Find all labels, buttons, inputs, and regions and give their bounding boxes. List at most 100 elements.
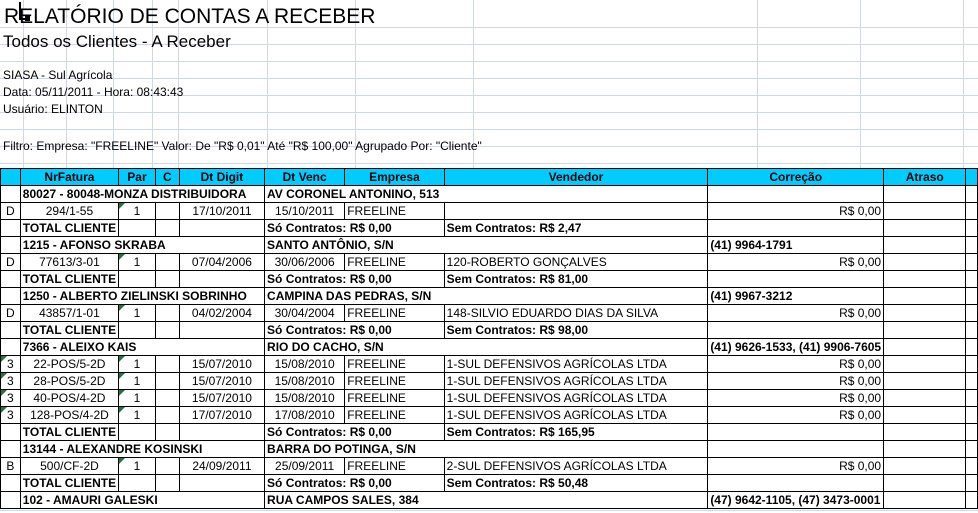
row-spacer-left — [0, 338, 21, 356]
column-header-dtven[interactable]: Dt Venc — [264, 168, 346, 186]
salesperson-cell: 2-SUL DEFENSIVOS AGRÍCOLAS LTDA — [443, 457, 709, 475]
comment-flag-icon — [119, 390, 126, 396]
correction: R$ 0,00 — [839, 373, 882, 388]
client-phone: (41) 9967-3212 — [710, 288, 793, 303]
active-cell-cursor[interactable] — [19, 2, 30, 21]
column-header-c[interactable]: C — [154, 168, 180, 186]
due-date: 25/09/2011 — [275, 458, 335, 473]
total-delay-cell — [883, 219, 967, 237]
row-spacer-right — [965, 372, 978, 390]
client-address-cell: BARRA DO POTINGA, S/N — [264, 440, 709, 458]
report-filter: Filtro: Empresa: "FREELINE" Valor: De "R… — [3, 139, 482, 153]
client-group-row: 7366 - ALEIXO KAIS RIO DO CACHO, S/N (41) … — [0, 338, 978, 356]
total-dtdigit-cell — [178, 321, 266, 339]
salesperson: 148-SILVIO EDUARDO DIAS DA SILVA — [446, 305, 659, 320]
table-row[interactable]: D 294/1-55 1 17/10/2011 15/10/2011 FREELINE R$… — [0, 202, 978, 220]
installment: 1 — [133, 356, 141, 371]
column-header-emp[interactable]: Empresa — [344, 168, 445, 186]
delay-cell — [883, 202, 967, 220]
salesperson: 1-SUL DEFENSIVOS AGRÍCOLAS LTDA — [446, 407, 667, 422]
client-address-cell: CAMPINA DAS PEDRAS, S/N — [264, 287, 709, 305]
total-c-cell — [154, 423, 180, 441]
row-flag: 3 — [7, 356, 14, 371]
table-row[interactable]: 3 40-POS/4-2D 1 15/07/2010 15/08/2010 FREELIN… — [0, 389, 978, 407]
due-date: 15/10/2011 — [275, 203, 335, 218]
correction: R$ 0,00 — [839, 390, 882, 405]
due-date-cell: 17/08/2010 — [264, 406, 346, 424]
row-spacer-right — [965, 304, 978, 322]
salesperson-cell: 148-SILVIO EDUARDO DIAS DA SILVA — [443, 304, 709, 322]
comment-flag-icon — [1, 390, 7, 396]
installment-cell: 1 — [118, 304, 156, 322]
client-phone-cell — [707, 185, 885, 203]
row-spacer-right — [965, 440, 978, 458]
total-c-cell — [154, 219, 180, 237]
company-cell: FREELINE — [344, 202, 445, 220]
total-label: TOTAL CLIENTE — [22, 271, 117, 286]
gridline-horizontal — [0, 510, 978, 511]
group-atraso-cell — [883, 287, 967, 305]
client-name-cell: 1215 - AFONSO SKRABA — [19, 236, 266, 254]
correction: R$ 0,00 — [839, 458, 882, 473]
table-row[interactable]: 3 28-POS/5-2D 1 15/07/2010 15/08/2010 FREELIN… — [0, 372, 978, 390]
invoice-number-cell: 28-POS/5-2D — [19, 372, 120, 390]
client-address-cell: SANTO ANTÔNIO, S/N — [264, 236, 709, 254]
total-c-cell — [154, 474, 180, 492]
correction-cell: R$ 0,00 — [707, 202, 885, 220]
column-header-label: NrFatura — [44, 169, 95, 184]
issue-date-cell: 15/07/2010 — [178, 355, 266, 373]
client-address: BARRA DO POTINGA, S/N — [267, 441, 416, 456]
table-row[interactable]: B 500/CF-2D 1 24/09/2011 25/09/2011 FREELINE 2… — [0, 457, 978, 475]
client-address: AV CORONEL ANTONINO, 513 — [267, 186, 440, 201]
column-header-atr[interactable]: Atraso — [883, 168, 967, 186]
group-atraso-cell — [883, 491, 967, 509]
correction-cell: R$ 0,00 — [707, 355, 885, 373]
column-header-dtdig[interactable]: Dt Digit — [178, 168, 266, 186]
total-no-contracts: Sem Contratos: R$ 2,47 — [446, 220, 582, 235]
table-row[interactable]: D 77613/3-01 1 07/04/2006 30/06/2006 FREELINE… — [0, 253, 978, 271]
total-no-contracts-cell: Sem Contratos: R$ 2,47 — [443, 219, 709, 237]
row-spacer-right — [965, 253, 978, 271]
c-flag-cell — [154, 355, 180, 373]
column-header-par[interactable]: Par — [118, 168, 156, 186]
table-row[interactable]: D 43857/1-01 1 04/02/2004 30/04/2004 FREELINE… — [0, 304, 978, 322]
client-group-row: 102 - AMAURI GALESKI RUA CAMPOS SALES, 38… — [0, 491, 978, 509]
table-row[interactable]: 3 128-POS/4-2D 1 17/07/2010 17/08/2010 FREELI… — [0, 406, 978, 424]
installment: 1 — [133, 254, 141, 269]
issue-date: 17/07/2010 — [191, 407, 252, 422]
column-header-vend[interactable]: Vendedor — [443, 168, 709, 186]
total-label: TOTAL CLIENTE — [22, 475, 117, 490]
column-header-cor[interactable]: Correção — [707, 168, 885, 186]
total-dtdigit-cell — [178, 474, 266, 492]
delay-cell — [883, 457, 967, 475]
total-dtdigit-cell — [178, 270, 266, 288]
installment: 1 — [133, 373, 141, 388]
client-name-cell: 13144 - ALEXANDRE KOSINSKI — [19, 440, 266, 458]
correction-cell: R$ 0,00 — [707, 406, 885, 424]
installment: 1 — [133, 203, 141, 218]
correction: R$ 0,00 — [839, 407, 882, 422]
total-correction-cell — [707, 270, 885, 288]
comment-flag-icon — [119, 458, 126, 464]
group-atraso-cell — [883, 440, 967, 458]
column-header-flag[interactable] — [0, 168, 21, 186]
total-contracts-cell: Só Contratos: R$ 0,00 — [264, 321, 445, 339]
c-flag-cell — [154, 372, 180, 390]
issue-date: 17/10/2011 — [192, 203, 252, 218]
row-spacer-right — [965, 321, 978, 339]
row-flag-cell: B — [0, 457, 21, 475]
total-no-contracts: Sem Contratos: R$ 50,48 — [446, 475, 589, 490]
report-user: Usuário: ELINTON — [3, 102, 103, 116]
client-phone-cell: (41) 9964-1791 — [707, 236, 885, 254]
client-phone: (47) 9642-1105, (47) 3473-0001 — [710, 492, 881, 507]
delay-cell — [883, 253, 967, 271]
gridline-vertical — [355, 0, 356, 168]
total-dtdigit-cell — [178, 219, 266, 237]
gridline-horizontal — [0, 95, 978, 96]
receivables-table: NrFatura Par C Dt Digit Dt Venc Empresa Vended… — [0, 168, 978, 509]
column-header-nf[interactable]: NrFatura — [19, 168, 120, 186]
client-phone: (41) 9964-1791 — [710, 237, 793, 252]
due-date: 30/04/2004 — [274, 305, 335, 320]
installment-cell: 1 — [118, 253, 156, 271]
table-row[interactable]: 3 22-POS/5-2D 1 15/07/2010 15/08/2010 FREELIN… — [0, 355, 978, 373]
